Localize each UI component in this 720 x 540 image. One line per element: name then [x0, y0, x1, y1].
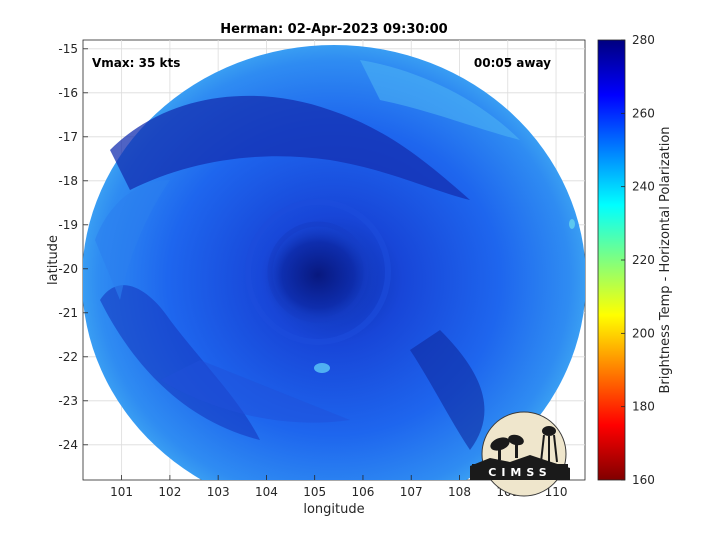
- y-tick-label: -15: [58, 42, 78, 56]
- colorbar-tick-label: 260: [632, 106, 655, 120]
- y-tick-label: -17: [58, 130, 78, 144]
- x-axis-ticks: 101102103104105106107108109110: [110, 475, 567, 499]
- colorbar-tick-label: 240: [632, 180, 655, 194]
- x-tick-label: 110: [545, 485, 568, 499]
- x-tick-label: 107: [400, 485, 423, 499]
- colorbar-tick-label: 180: [632, 400, 655, 414]
- colorbar-tick-label: 200: [632, 326, 655, 340]
- cimss-logo-text: CIMSS: [488, 466, 551, 479]
- colorbar-tick-label: 220: [632, 253, 655, 267]
- chart-title: Herman: 02-Apr-2023 09:30:00: [220, 22, 447, 37]
- x-tick-label: 105: [303, 485, 326, 499]
- y-tick-label: -20: [58, 262, 78, 276]
- x-tick-label: 104: [255, 485, 278, 499]
- x-tick-label: 102: [158, 485, 181, 499]
- y-tick-label: -18: [58, 174, 78, 188]
- y-tick-label: -19: [58, 218, 78, 232]
- x-tick-label: 101: [110, 485, 133, 499]
- x-tick-label: 108: [448, 485, 471, 499]
- colorbar-label: Brightness Temp - Horizontal Polarizatio…: [658, 126, 673, 393]
- colorbar-tick-label: 160: [632, 473, 655, 487]
- colorbar: [597, 39, 626, 481]
- y-tick-label: -22: [58, 350, 78, 364]
- colorbar-tick-label: 280: [632, 33, 655, 47]
- x-axis-label: longitude: [303, 502, 364, 517]
- cimss-logo: CIMSS: [470, 411, 570, 497]
- y-tick-label: -16: [58, 86, 78, 100]
- y-tick-label: -23: [58, 394, 78, 408]
- brightness-temperature-swath: [83, 45, 585, 480]
- time-offset-annotation: 00:05 away: [474, 56, 551, 70]
- y-tick-label: -21: [58, 306, 78, 320]
- x-tick-label: 103: [207, 485, 230, 499]
- y-axis-label: latitude: [46, 235, 61, 285]
- x-tick-label: 106: [352, 485, 375, 499]
- vmax-annotation: Vmax: 35 kts: [92, 56, 180, 70]
- y-tick-label: -24: [58, 438, 78, 452]
- y-axis-ticks: -15 -16 -17 -18 -19 -20 -21 -22 -23 -24: [58, 42, 88, 452]
- colorbar-ticks: 280 260 240 220 200 180 160: [621, 33, 655, 487]
